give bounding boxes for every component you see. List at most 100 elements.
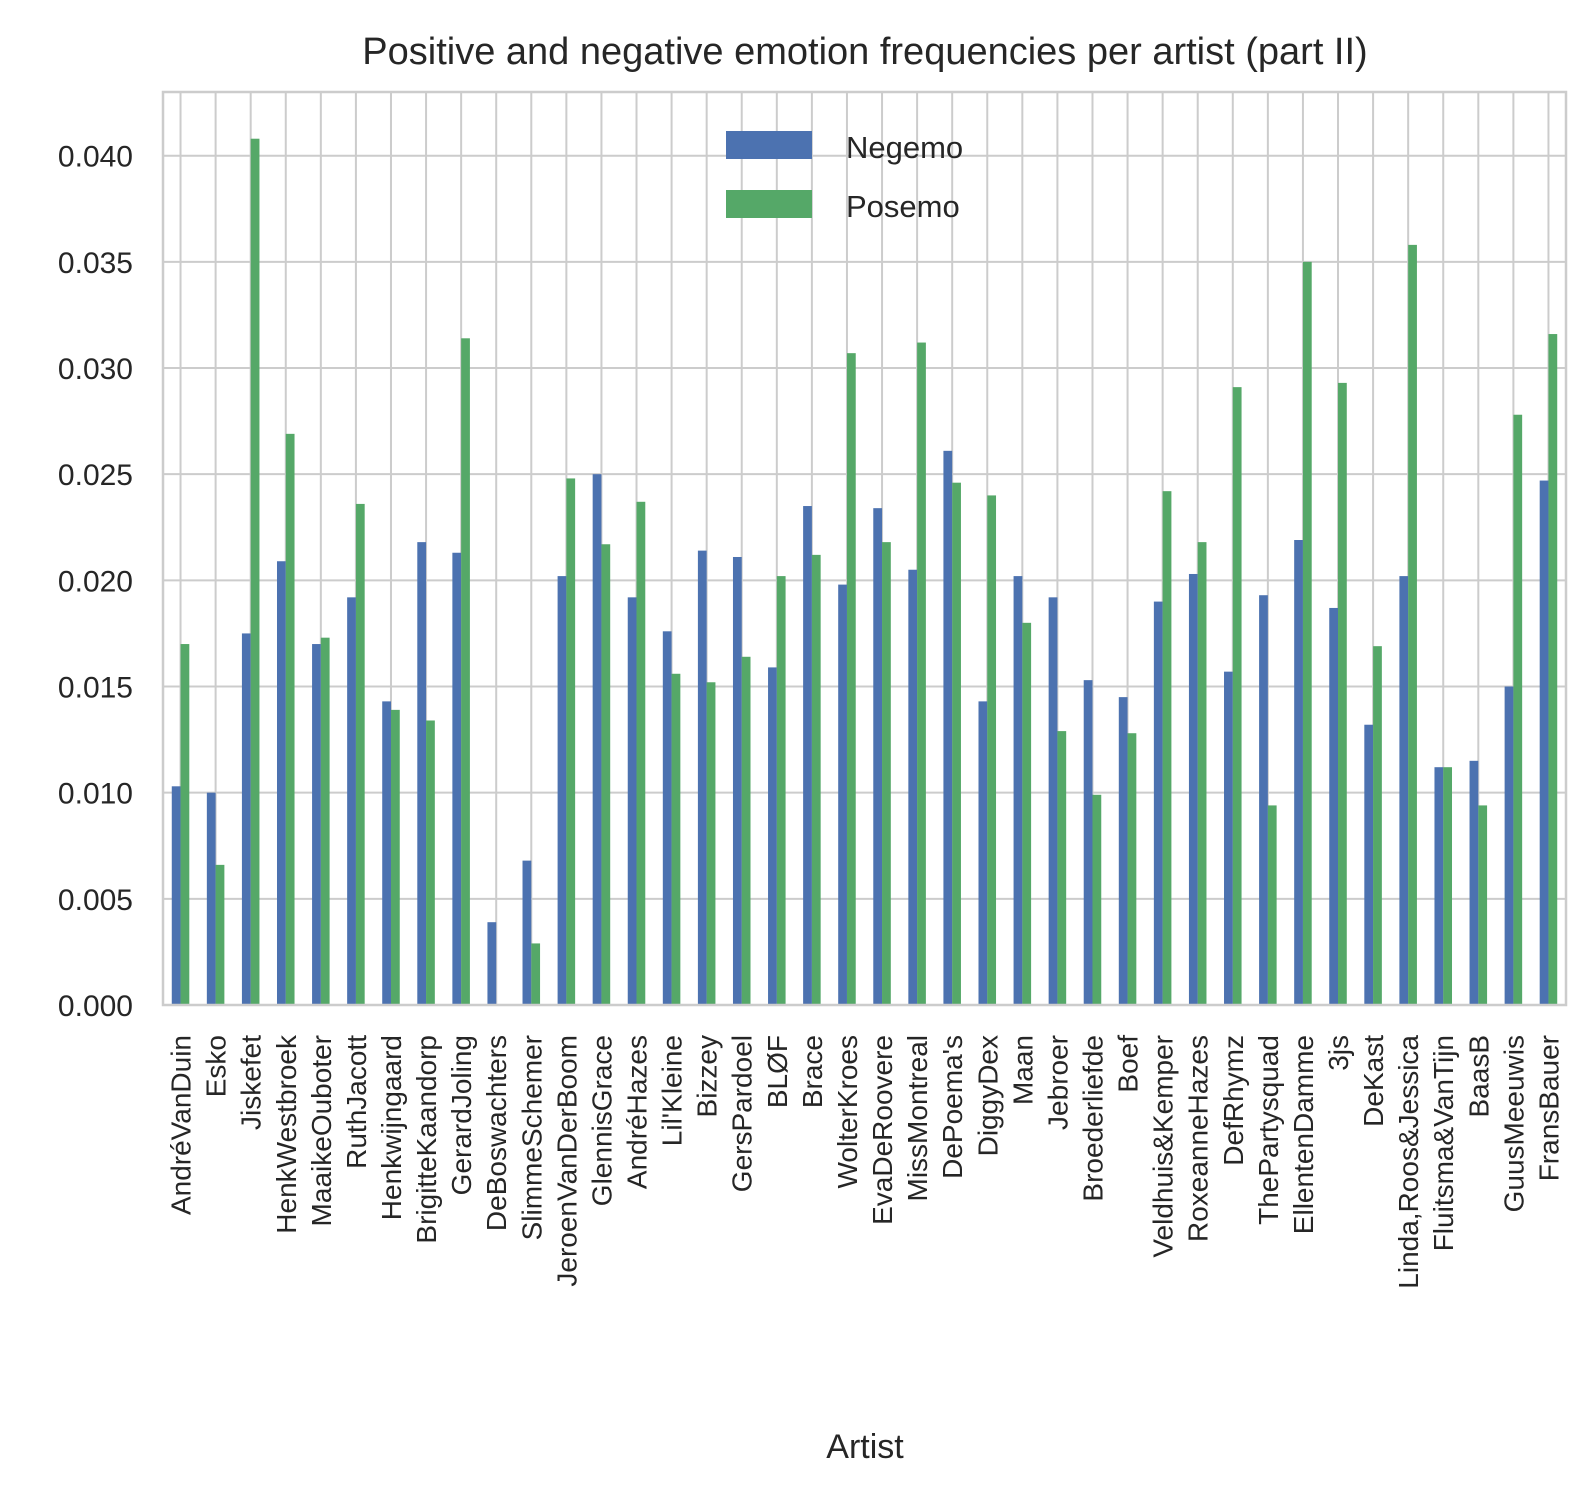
x-tick-label: Maan [1007, 1035, 1038, 1105]
y-tick-label: 0.010 [58, 778, 133, 811]
bar-negemo [1504, 686, 1514, 1005]
bar-posemo [1197, 542, 1207, 1005]
x-tick-label: Lil'Kleine [657, 1035, 688, 1146]
x-tick-label: GuusMeeuwis [1498, 1035, 1529, 1212]
y-tick-label: 0.015 [58, 672, 133, 705]
chart-title: Positive and negative emotion frequencie… [362, 31, 1367, 73]
bar-negemo [908, 569, 918, 1005]
bar-negemo [1364, 724, 1374, 1005]
bar-posemo [1478, 805, 1488, 1005]
x-tick-label: ThePartysquad [1253, 1035, 1284, 1225]
x-tick-label: Broederliefde [1077, 1035, 1108, 1202]
bar-negemo [1224, 671, 1233, 1005]
x-tick-label: 3js [1323, 1035, 1354, 1071]
bar-negemo [978, 701, 988, 1005]
y-axis-ticks: 0.000 0.005 0.010 0.015 0.020 0.025 0.030 0.035… [58, 141, 133, 1023]
bar-negemo [768, 667, 777, 1005]
bar-negemo [1539, 480, 1549, 1006]
x-tick-label: FransBauer [1533, 1035, 1564, 1181]
bar-posemo [1057, 731, 1067, 1005]
bar-posemo [1162, 491, 1172, 1005]
bar-posemo [1548, 334, 1558, 1005]
legend: Negemo Posemo [726, 130, 963, 224]
bar-negemo [943, 450, 953, 1006]
bar-posemo [355, 503, 365, 1005]
bar-negemo [803, 506, 812, 1005]
x-tick-label: RoxeanneHazes [1183, 1035, 1214, 1242]
x-tick-label: DeKast [1358, 1035, 1389, 1127]
x-tick-label: Esko [201, 1035, 232, 1097]
bar-negemo [1083, 680, 1093, 1005]
x-tick-label: Boef [1113, 1035, 1144, 1093]
bar-posemo [636, 501, 646, 1005]
bar-negemo [1048, 597, 1058, 1005]
x-tick-label: GlennisGrace [586, 1035, 617, 1206]
x-tick-label: AndréVanDuin [166, 1035, 197, 1215]
x-axis-ticks: AndréVanDuin Esko Jiskefet HenkWestbroek Maa… [166, 1034, 1565, 1289]
bar-posemo [1513, 414, 1523, 1006]
x-tick-label: AndréHazes [622, 1035, 653, 1189]
x-tick-label: MissMontreal [902, 1035, 933, 1201]
x-tick-label: EvaDeRoovere [867, 1035, 898, 1225]
bar-negemo [1153, 601, 1163, 1005]
bar-posemo [566, 478, 576, 1005]
x-tick-label: BrigitteKaandorp [411, 1035, 442, 1244]
bar-posemo [952, 482, 961, 1005]
x-tick-label: Jiskefet [236, 1035, 267, 1130]
y-tick-label: 0.035 [58, 247, 133, 280]
x-tick-label: MaaikeOuboter [306, 1035, 337, 1226]
bar-negemo [732, 556, 742, 1005]
bar-negemo [452, 552, 462, 1005]
x-tick-label: RuthJacott [341, 1035, 372, 1169]
x-tick-label: SlimmeSchemer [516, 1035, 547, 1240]
bar-negemo [1399, 576, 1409, 1005]
bar-posemo [1022, 622, 1032, 1005]
bar-posemo [671, 673, 681, 1005]
x-tick-label: Brace [797, 1035, 828, 1108]
bar-posemo [461, 338, 470, 1005]
y-tick-label: 0.040 [58, 141, 133, 174]
bar-posemo [1267, 805, 1277, 1005]
x-tick-label: Linda,Roos&Jessica [1393, 1035, 1424, 1289]
bar-negemo [312, 644, 321, 1005]
x-tick-label: EllentenDamme [1288, 1035, 1319, 1234]
bar-posemo [811, 554, 821, 1005]
bar-negemo [1259, 595, 1268, 1005]
bar-posemo [180, 644, 190, 1005]
bar-negemo [873, 508, 883, 1005]
bar-negemo [1294, 540, 1303, 1005]
x-tick-label: JeroenVanDerBoom [551, 1035, 582, 1287]
legend-label-posemo: Posemo [846, 189, 960, 224]
bar-posemo [917, 342, 926, 1005]
bar-negemo [206, 792, 216, 1005]
bar-posemo [1127, 733, 1137, 1005]
bar-negemo [1329, 607, 1339, 1005]
x-tick-label: Jebroer [1042, 1035, 1073, 1130]
bar-negemo [1188, 573, 1198, 1005]
bar-negemo [697, 550, 707, 1005]
bar-negemo [382, 701, 391, 1005]
bar-posemo [285, 433, 295, 1005]
y-tick-label: 0.030 [58, 353, 133, 386]
x-tick-label: DiggyDex [972, 1035, 1003, 1156]
bar-negemo [487, 922, 497, 1005]
x-tick-label: DeBoswachters [481, 1035, 512, 1231]
x-tick-label: WolterKroes [832, 1035, 863, 1189]
bar-posemo [846, 353, 856, 1005]
x-tick-label: Fluitsma&VanTijn [1428, 1035, 1459, 1251]
x-tick-label: DePoema's [937, 1035, 968, 1179]
bar-posemo [882, 542, 891, 1005]
bar-negemo [1434, 767, 1444, 1005]
bar-posemo [1408, 244, 1417, 1006]
legend-swatch-negemo [726, 131, 812, 159]
bar-posemo [776, 576, 786, 1005]
x-tick-label: Veldhuis&Kemper [1148, 1035, 1179, 1258]
bar-posemo [1232, 387, 1242, 1005]
legend-swatch-posemo [726, 190, 812, 218]
bar-negemo [347, 597, 356, 1005]
y-tick-label: 0.000 [58, 990, 133, 1023]
x-tick-label: GersPardoel [727, 1035, 758, 1192]
bar-negemo [417, 542, 427, 1005]
bar-posemo [390, 709, 400, 1005]
bar-negemo [276, 561, 286, 1005]
